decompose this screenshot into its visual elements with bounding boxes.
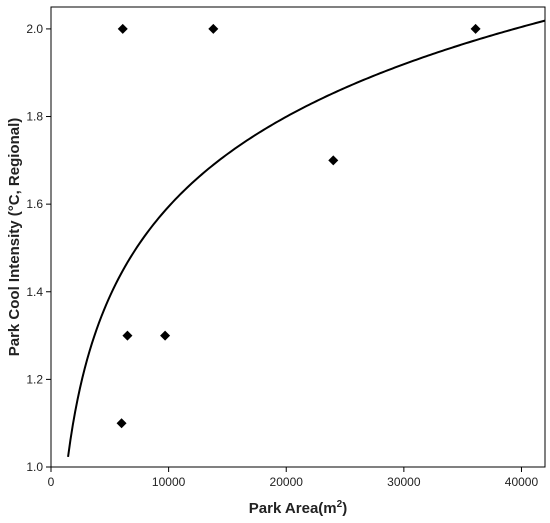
data-points [116,23,481,429]
x-tick-label: 20000 [270,475,304,489]
x-axis-title: Park Area(m2) [249,499,347,517]
data-point [470,23,481,34]
data-point [116,418,127,429]
trend-curve [67,19,546,457]
data-point [122,330,133,341]
x-tick-label: 0 [48,475,55,489]
y-tick-label: 1.0 [26,460,43,474]
y-tick-label: 1.2 [26,372,43,386]
y-tick-label: 2.0 [26,22,43,36]
data-point [160,330,171,341]
x-tick-label: 10000 [152,475,186,489]
x-tick-label: 30000 [387,475,421,489]
data-point [117,23,128,34]
y-axis-title: Park Cool Intensity (°C, Regional) [6,118,23,357]
y-tick-label: 1.8 [26,110,43,124]
x-axis-ticks: 0 10000 20000 30000 40000 [48,467,539,489]
y-tick-label: 1.4 [26,285,43,299]
x-tick-label: 40000 [505,475,539,489]
y-tick-label: 1.6 [26,197,43,211]
data-point [328,155,339,166]
y-axis-ticks: 1.0 1.2 1.4 1.6 1.8 2.0 [26,22,51,474]
data-point [208,23,219,34]
plot-frame [50,6,546,468]
